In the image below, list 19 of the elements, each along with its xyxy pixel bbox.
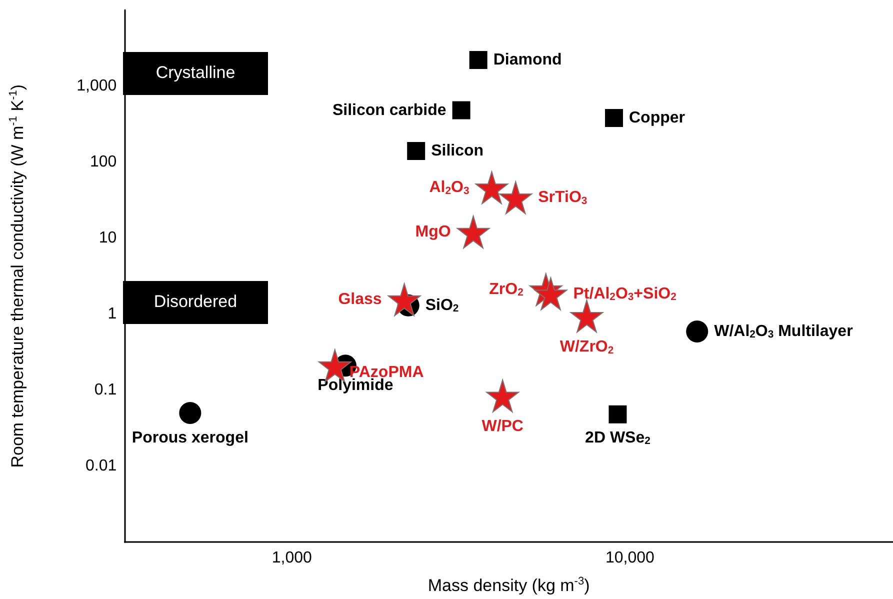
series-label: Glass [338, 291, 382, 308]
y-tick-label: 1,000 [76, 78, 117, 95]
y-tick-label: 0.01 [86, 458, 117, 475]
y-axis-title: Room temperature thermal conductivity (W m-1 K-1) [8, 84, 27, 468]
series-label: Silicon [431, 142, 484, 160]
x-tick-label: 10,000 [605, 550, 655, 567]
y-tick-label: 10 [98, 230, 117, 247]
annotation: Disordered [152, 292, 238, 312]
series-label: W/PC [482, 418, 524, 435]
y-tick-label: 0.1 [94, 382, 117, 399]
series-label: Polyimide [318, 377, 394, 394]
y-tick-label: 1 [108, 306, 117, 323]
series-label: Copper [629, 109, 685, 126]
series-label: MgO [415, 224, 451, 241]
y-tick-label: 100 [90, 154, 117, 171]
series-label: Diamond [493, 51, 562, 68]
annotation: Crystalline [154, 63, 236, 83]
series-label: Silicon carbide [332, 102, 446, 119]
series-label: Porous xerogel [132, 430, 248, 447]
